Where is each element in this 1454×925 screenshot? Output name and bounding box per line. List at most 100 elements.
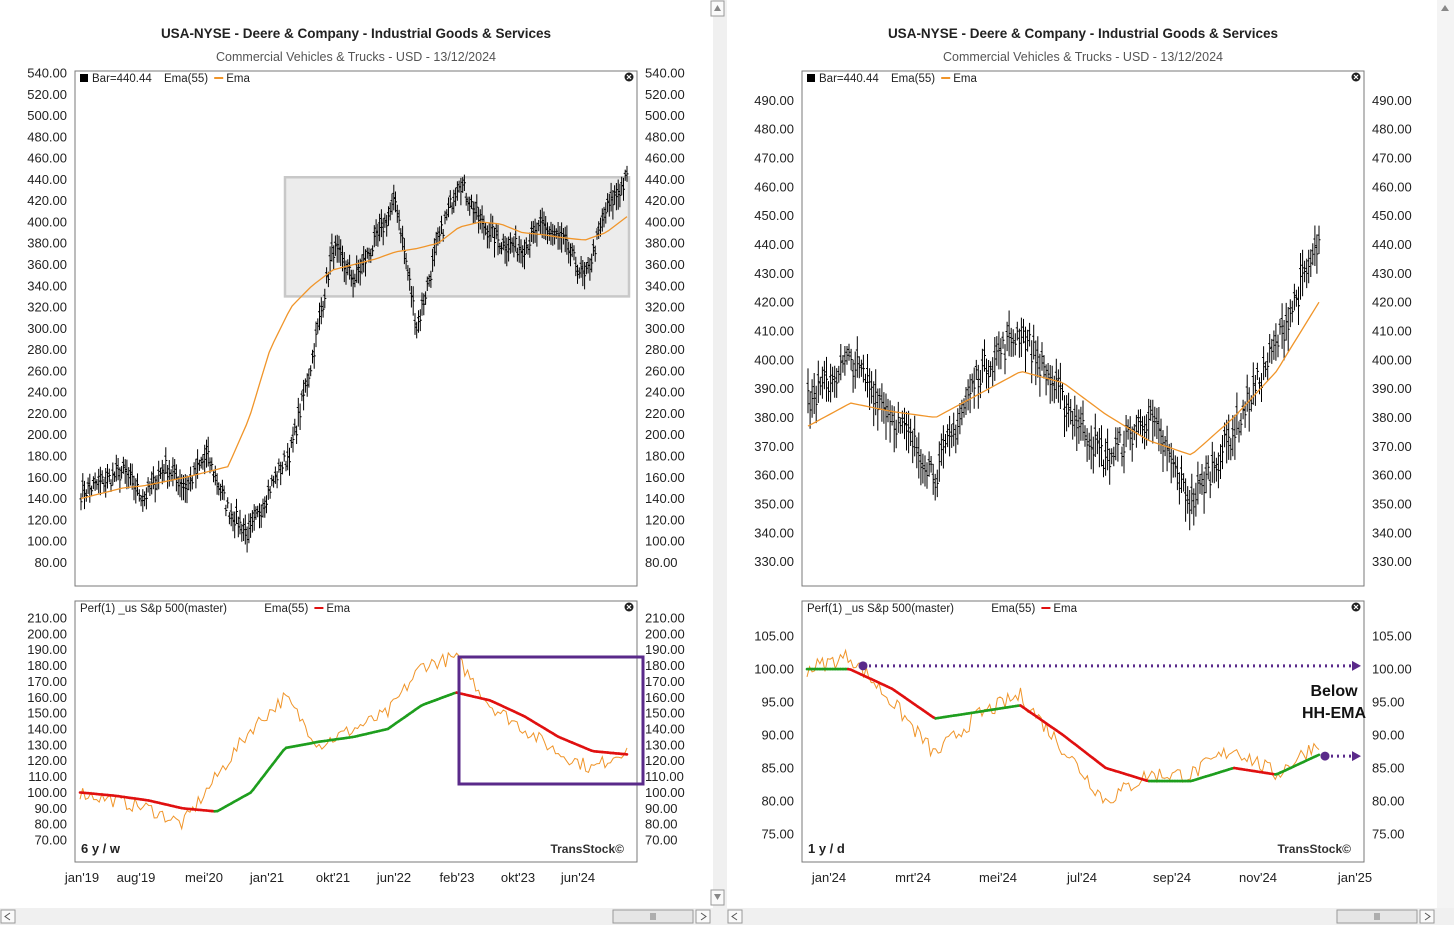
price-bar <box>1258 377 1261 395</box>
scroll-right-button[interactable] <box>695 909 711 924</box>
price-bar <box>540 207 544 239</box>
price-bar <box>567 241 571 264</box>
y-tick-label: 470.00 <box>754 151 794 166</box>
price-bar <box>259 504 263 528</box>
watermark: TransStock© <box>1277 842 1351 856</box>
price-bar <box>1032 324 1036 360</box>
legend-swatch <box>807 74 815 82</box>
perf-line <box>806 648 1320 805</box>
price-bar <box>1169 442 1173 484</box>
price-bar <box>1175 456 1179 491</box>
price-bar <box>581 260 585 287</box>
price-bar <box>229 503 233 527</box>
price-bar <box>882 392 886 424</box>
y-tick-label: 160.00 <box>645 470 685 485</box>
price-bar <box>418 309 422 332</box>
highlight-box <box>457 655 645 786</box>
price-bar <box>1305 258 1309 289</box>
price-bar <box>831 366 835 393</box>
price-bar <box>1030 340 1034 384</box>
price-bar <box>1294 289 1298 307</box>
y-tick-label: 360.00 <box>1372 468 1412 483</box>
price-bar <box>1153 406 1157 437</box>
y-tick-label: 80.00 <box>645 555 678 570</box>
price-bar <box>515 247 519 262</box>
price-bar <box>1155 407 1159 439</box>
y-tick-label: 80.00 <box>1372 793 1405 808</box>
price-bar <box>1106 428 1110 471</box>
price-bar <box>265 495 268 514</box>
price-bar <box>1022 318 1025 344</box>
price-bar <box>224 504 228 517</box>
price-bar <box>397 209 401 231</box>
price-bar <box>970 373 974 393</box>
x-tick-label: aug'19 <box>117 870 156 885</box>
price-bar <box>827 381 830 402</box>
price-bar <box>98 466 102 496</box>
y-tick-label: 220.00 <box>27 406 67 421</box>
scroll-down-icon <box>714 894 721 900</box>
price-bar <box>409 286 413 308</box>
price-bar <box>275 471 279 489</box>
price-bar <box>478 209 482 230</box>
price-bar <box>1042 355 1046 379</box>
price-bar <box>95 479 99 490</box>
y-tick-label: 120.00 <box>645 512 685 527</box>
price-bar <box>549 221 553 245</box>
x-tick-label: mrt'24 <box>895 870 931 885</box>
price-bar <box>174 464 178 492</box>
price-bar <box>116 458 120 481</box>
price-bar <box>143 491 147 507</box>
price-bar <box>948 415 952 457</box>
y-tick-label: 95.00 <box>761 695 794 710</box>
price-bar <box>473 201 477 224</box>
price-bar <box>447 197 450 218</box>
price-bar <box>144 487 148 510</box>
price-bar <box>132 475 136 501</box>
price-bar <box>1009 327 1013 357</box>
y-tick-label: 520.00 <box>645 87 685 102</box>
y-tick-label: 470.00 <box>1372 151 1412 166</box>
price-bar <box>1063 395 1066 437</box>
reference-dot <box>1320 751 1330 761</box>
price-bar <box>226 497 230 509</box>
plot-frame <box>801 70 1365 587</box>
price-bar <box>1180 455 1183 493</box>
price-bar <box>870 371 874 404</box>
y-tick-label: 90.00 <box>1372 728 1405 743</box>
price-bar <box>818 376 822 396</box>
splitter[interactable] <box>713 0 727 925</box>
scroll-left-button[interactable] <box>0 909 16 924</box>
y-tick-label: 420.00 <box>754 295 794 310</box>
price-bar <box>597 221 601 239</box>
price-bar <box>1223 422 1227 448</box>
price-bar <box>1044 364 1048 396</box>
price-bar <box>1141 416 1144 444</box>
price-bar <box>572 245 576 261</box>
x-tick-label: jun'24 <box>560 870 595 885</box>
price-bar <box>851 359 855 393</box>
price-bar <box>995 336 999 366</box>
scroll-left-button[interactable] <box>727 909 743 924</box>
price-bar <box>429 270 433 288</box>
price-bar <box>526 244 530 255</box>
y-tick-label: 130.00 <box>645 737 685 752</box>
price-bar <box>187 476 191 491</box>
y-tick-label: 80.00 <box>761 793 794 808</box>
y-tick-label: 90.00 <box>761 728 794 743</box>
price-bar <box>261 498 265 518</box>
price-bar <box>921 453 925 484</box>
price-bar <box>925 462 929 489</box>
price-bar <box>1001 331 1005 349</box>
y-tick-label: 100.00 <box>27 534 67 549</box>
price-bar <box>1282 320 1286 361</box>
x-tick-label: jan'21 <box>249 870 284 885</box>
vertical-scrollbar[interactable] <box>1437 0 1454 908</box>
y-tick-label: 160.00 <box>645 690 685 705</box>
price-bar <box>385 214 389 237</box>
price-bar <box>83 480 86 510</box>
y-tick-label: 100.00 <box>754 662 794 677</box>
scroll-right-button[interactable] <box>1419 909 1435 924</box>
price-bar <box>1288 299 1292 328</box>
price-bar <box>424 291 428 305</box>
